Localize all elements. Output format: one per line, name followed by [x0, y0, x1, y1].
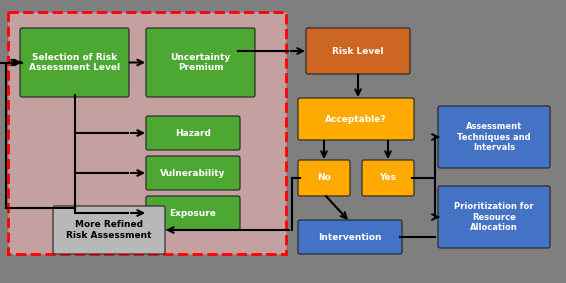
FancyBboxPatch shape	[146, 156, 240, 190]
Text: Vulnerability: Vulnerability	[160, 168, 226, 177]
Text: Acceptable?: Acceptable?	[325, 115, 387, 123]
FancyBboxPatch shape	[146, 28, 255, 97]
Text: Hazard: Hazard	[175, 128, 211, 138]
FancyBboxPatch shape	[298, 160, 350, 196]
FancyBboxPatch shape	[53, 206, 165, 254]
Text: Exposure: Exposure	[170, 209, 216, 218]
FancyBboxPatch shape	[306, 28, 410, 74]
FancyBboxPatch shape	[438, 106, 550, 168]
FancyBboxPatch shape	[146, 196, 240, 230]
FancyBboxPatch shape	[298, 220, 402, 254]
Text: Intervention: Intervention	[318, 233, 381, 241]
FancyBboxPatch shape	[362, 160, 414, 196]
Text: Selection of Risk
Assessment Level: Selection of Risk Assessment Level	[29, 53, 120, 72]
Text: Yes: Yes	[379, 173, 397, 183]
FancyBboxPatch shape	[438, 186, 550, 248]
Bar	[8, 12, 286, 254]
Text: No: No	[317, 173, 331, 183]
FancyBboxPatch shape	[20, 28, 129, 97]
Text: More Refined
Risk Assessment: More Refined Risk Assessment	[66, 220, 152, 240]
Text: Risk Level: Risk Level	[332, 46, 384, 55]
FancyBboxPatch shape	[298, 98, 414, 140]
FancyBboxPatch shape	[146, 116, 240, 150]
Text: Assessment
Techniques and
Intervals: Assessment Techniques and Intervals	[457, 122, 531, 152]
Text: Uncertainty
Premium: Uncertainty Premium	[170, 53, 230, 72]
Text: Prioritization for
Resource
Allocation: Prioritization for Resource Allocation	[454, 202, 534, 232]
